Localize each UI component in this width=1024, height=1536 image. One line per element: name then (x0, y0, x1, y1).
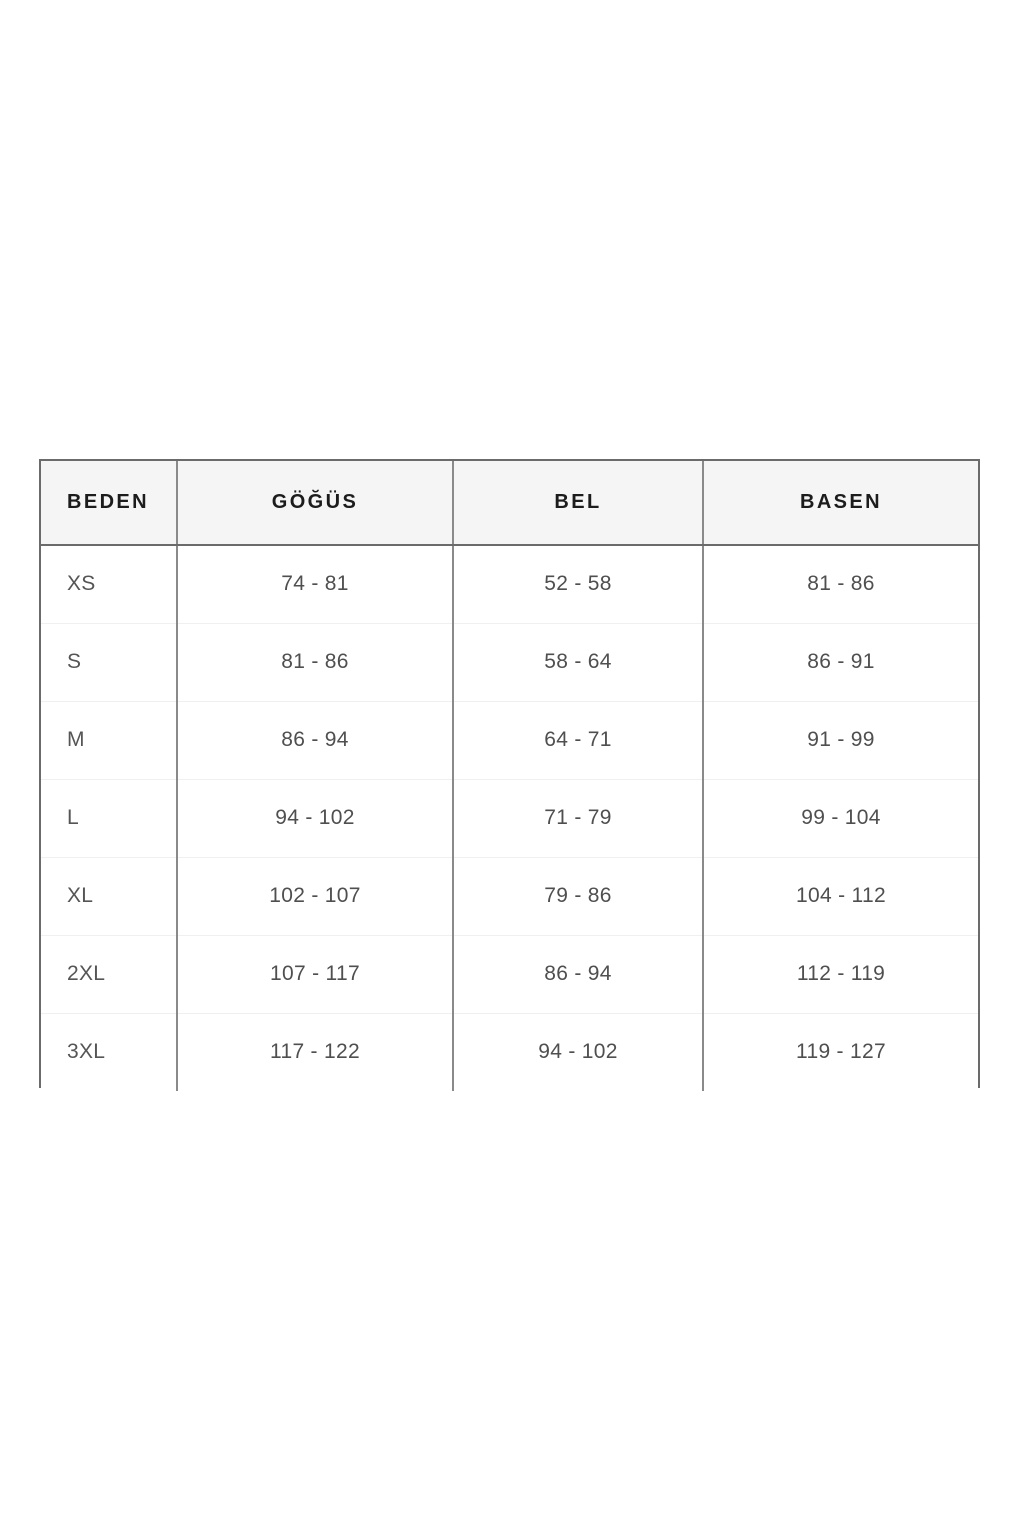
cell-gogus: 102 - 107 (177, 856, 454, 935)
column-header-gogus: GÖĞÜS (177, 461, 454, 546)
cell-basen: 99 - 104 (703, 778, 978, 857)
size-chart-container: BEDEN GÖĞÜS BEL BASEN XS 74 - 81 52 - 58… (39, 459, 980, 1091)
column-header-beden: BEDEN (41, 461, 178, 546)
cell-basen: 119 - 127 (703, 1012, 978, 1091)
table-row: 2XL 107 - 117 86 - 94 112 - 119 (41, 934, 978, 1013)
cell-basen: 112 - 119 (703, 934, 978, 1013)
cell-size-label: 2XL (41, 934, 178, 1013)
cell-gogus: 117 - 122 (177, 1012, 454, 1091)
cell-gogus: 107 - 117 (177, 934, 454, 1013)
cell-size-label: S (41, 622, 178, 701)
table-row: XL 102 - 107 79 - 86 104 - 112 (41, 856, 978, 935)
cell-bel: 52 - 58 (453, 545, 704, 623)
cell-gogus: 74 - 81 (177, 545, 454, 623)
table-row: M 86 - 94 64 - 71 91 - 99 (41, 700, 978, 779)
cell-size-label: M (41, 700, 178, 779)
size-chart-table: BEDEN GÖĞÜS BEL BASEN XS 74 - 81 52 - 58… (41, 461, 978, 1091)
table-row: XS 74 - 81 52 - 58 81 - 86 (41, 545, 978, 623)
table-row: L 94 - 102 71 - 79 99 - 104 (41, 778, 978, 857)
table-body: XS 74 - 81 52 - 58 81 - 86 S 81 - 86 58 … (41, 545, 978, 1091)
column-header-bel: BEL (453, 461, 704, 546)
table-header-row: BEDEN GÖĞÜS BEL BASEN (41, 461, 978, 546)
cell-basen: 104 - 112 (703, 856, 978, 935)
cell-basen: 86 - 91 (703, 622, 978, 701)
table-row: S 81 - 86 58 - 64 86 - 91 (41, 622, 978, 701)
cell-gogus: 86 - 94 (177, 700, 454, 779)
table-row: 3XL 117 - 122 94 - 102 119 - 127 (41, 1012, 978, 1091)
table-header: BEDEN GÖĞÜS BEL BASEN (41, 461, 978, 546)
cell-gogus: 81 - 86 (177, 622, 454, 701)
cell-size-label: L (41, 778, 178, 857)
column-header-basen: BASEN (703, 461, 978, 546)
cell-bel: 79 - 86 (453, 856, 704, 935)
cell-gogus: 94 - 102 (177, 778, 454, 857)
cell-basen: 81 - 86 (703, 545, 978, 623)
cell-bel: 58 - 64 (453, 622, 704, 701)
cell-size-label: XL (41, 856, 178, 935)
cell-bel: 94 - 102 (453, 1012, 704, 1091)
cell-size-label: 3XL (41, 1012, 178, 1091)
cell-basen: 91 - 99 (703, 700, 978, 779)
cell-bel: 86 - 94 (453, 934, 704, 1013)
cell-size-label: XS (41, 545, 178, 623)
cell-bel: 71 - 79 (453, 778, 704, 857)
cell-bel: 64 - 71 (453, 700, 704, 779)
